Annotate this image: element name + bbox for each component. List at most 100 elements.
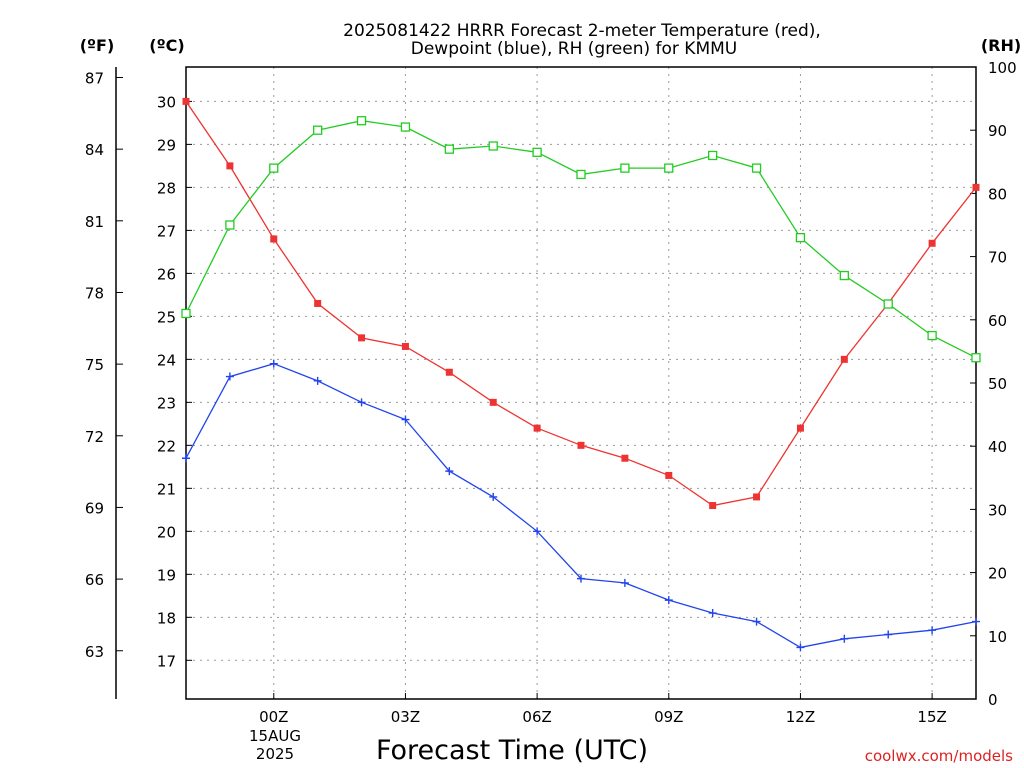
rh-tick-label: 0 — [988, 691, 998, 709]
temperature-point — [709, 502, 717, 510]
dewpoint-point — [708, 609, 717, 618]
dewpoint-point — [664, 596, 673, 605]
celsius-tick-label: 27 — [157, 222, 176, 240]
x-tick-label: 03Z — [391, 708, 420, 726]
fahrenheit-tick-label: 66 — [85, 571, 104, 589]
dewpoint-point — [752, 617, 761, 626]
rh-tick-label: 20 — [988, 565, 1007, 583]
rh-point — [576, 169, 586, 180]
temperature-point — [445, 368, 453, 376]
temperature-point — [577, 441, 585, 449]
celsius-tick-label: 30 — [157, 93, 176, 111]
rh-point — [313, 125, 323, 135]
dewpoint-point — [620, 578, 629, 587]
celsius-tick-label: 18 — [157, 609, 176, 627]
temperature-point — [358, 334, 366, 342]
rh-point — [620, 163, 630, 173]
temperature-point — [753, 493, 761, 501]
rh-tick-label: 80 — [988, 185, 1007, 203]
rh-tick-label: 40 — [988, 438, 1007, 456]
celsius-tick-label: 22 — [157, 437, 176, 455]
celsius-tick-label: 24 — [157, 351, 176, 369]
dewpoint-point — [269, 359, 278, 368]
x-tick-label: 00Z — [259, 708, 288, 726]
dewpoint-point — [928, 626, 937, 635]
dewpoint-line — [185, 363, 977, 649]
fahrenheit-tick-label: 84 — [85, 141, 104, 159]
rh-tick-label: 30 — [988, 501, 1007, 519]
dewpoint-point — [884, 630, 893, 639]
fahrenheit-tick-label: 81 — [85, 213, 104, 231]
dewpoint-point — [796, 643, 805, 652]
temperature-point — [182, 97, 190, 105]
temperature-point — [972, 183, 980, 191]
temperature-point — [621, 454, 629, 462]
temperature-point — [840, 355, 848, 363]
dewpoint-point — [182, 454, 190, 463]
celsius-tick-label: 21 — [157, 480, 176, 498]
chart-title-line2: Dewpoint (blue), RH (green) for KMMU — [411, 39, 738, 59]
rh-point — [181, 308, 191, 319]
rh-tick-label: 90 — [988, 122, 1007, 140]
x-tick-label: 12Z — [786, 708, 815, 726]
dewpoint-point — [401, 415, 410, 424]
celsius-tick-label: 23 — [157, 394, 176, 412]
temperature-point — [489, 398, 497, 406]
fahrenheit-tick-label: 75 — [85, 356, 104, 374]
fahrenheit-tick-label: 69 — [85, 499, 104, 517]
fahrenheit-tick-label: 87 — [85, 70, 104, 88]
x-tick-label: 09Z — [654, 708, 683, 726]
temperature-point — [928, 239, 936, 247]
x-tick-label: 15Z — [917, 708, 946, 726]
rh-point — [751, 163, 762, 173]
rh-tick-label: 60 — [988, 312, 1007, 330]
dewpoint-point — [445, 467, 454, 476]
rh-unit-label: (RH) — [981, 36, 1021, 55]
celsius-unit-label: (ºC) — [149, 36, 184, 55]
rh-tick-label: 70 — [988, 249, 1007, 267]
grid-lines — [186, 67, 976, 699]
rh-point — [664, 163, 674, 173]
x-axis-title: Forecast Time (UTC) — [376, 735, 648, 766]
rh-tick-label: 10 — [988, 628, 1007, 646]
dewpoint-point — [577, 574, 585, 583]
x-tick-label: 06Z — [522, 708, 551, 726]
fahrenheit-tick-label: 63 — [85, 643, 104, 661]
rh-tick-label: 100 — [988, 59, 1017, 77]
temperature-point — [665, 471, 673, 479]
rh-point — [225, 220, 235, 230]
date-label-year: 2025 — [256, 745, 294, 763]
rh-point — [356, 116, 367, 126]
dewpoint-point — [313, 376, 322, 385]
rh-point — [400, 122, 411, 132]
axes: 17 18 19 20 21 22 23 24 25 26 27 28 29 30 00Z 03Z 06Z 09Z… — [85, 59, 1017, 726]
rh-point — [532, 147, 542, 157]
dewpoint-point — [972, 617, 980, 626]
temperature-point — [270, 235, 278, 243]
rh-tick-label: 50 — [988, 375, 1007, 393]
plot-frame — [185, 66, 977, 700]
celsius-tick-label: 17 — [157, 652, 176, 670]
rh-point — [927, 330, 937, 341]
rh-point — [971, 353, 981, 363]
rh-point — [269, 163, 279, 173]
rh-point — [488, 141, 498, 151]
temperature-point — [533, 424, 541, 432]
temperature-point — [796, 424, 804, 432]
temperature-point — [314, 299, 322, 307]
celsius-tick-label: 26 — [157, 265, 176, 283]
celsius-tick-label: 19 — [157, 566, 176, 584]
celsius-tick-label: 20 — [157, 523, 176, 541]
date-label-day: 15AUG — [249, 727, 301, 745]
temperature-point — [401, 342, 409, 350]
rh-line — [185, 120, 977, 359]
rh-point — [444, 144, 454, 154]
rh-point — [708, 150, 718, 161]
fahrenheit-unit-label: (ºF) — [80, 36, 115, 55]
chart-title-line1: 2025081422 HRRR Forecast 2-meter Tempera… — [343, 21, 821, 41]
series — [181, 97, 981, 652]
dewpoint-point — [533, 527, 542, 536]
celsius-tick-label: 29 — [157, 136, 176, 154]
rh-point — [795, 232, 806, 243]
